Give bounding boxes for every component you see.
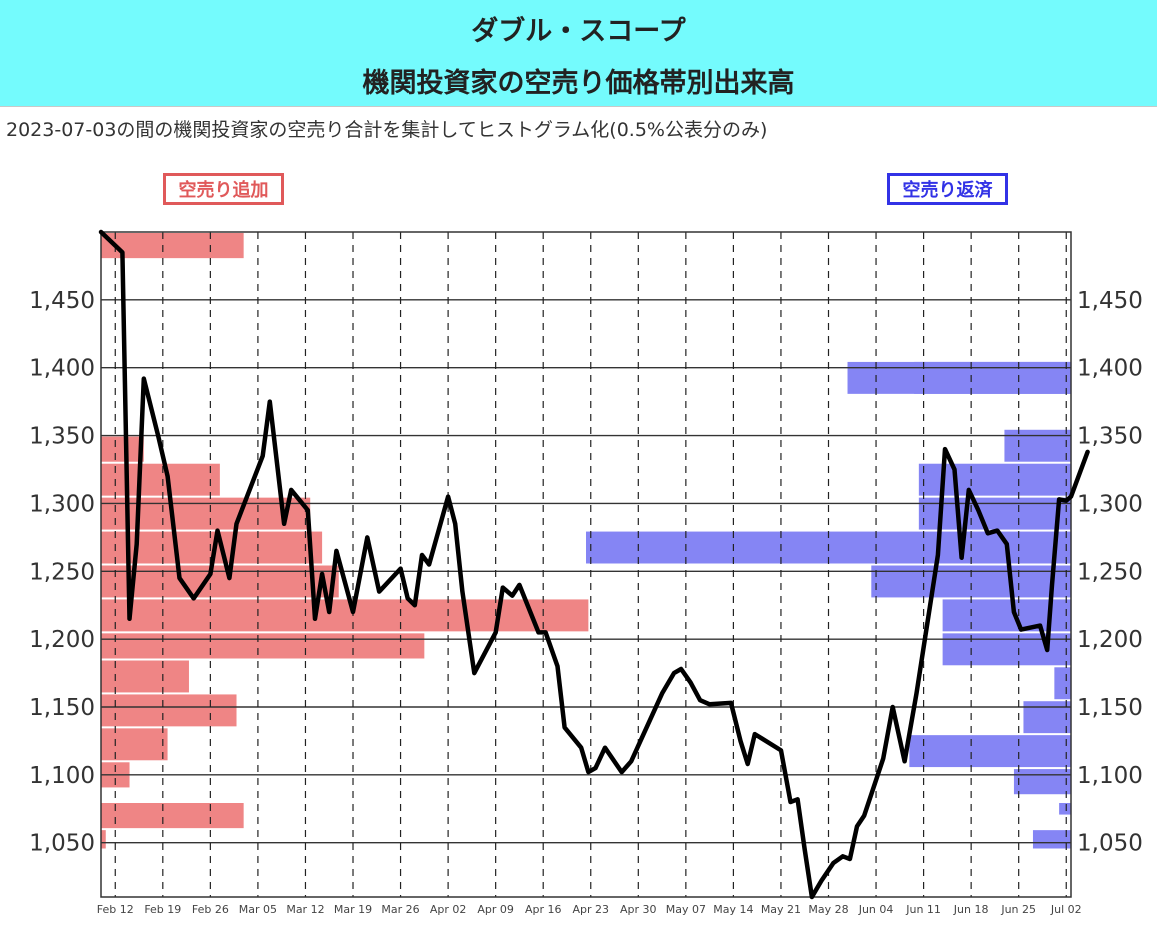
return-bar [1054, 667, 1071, 700]
add-bar [101, 803, 244, 829]
y-tick-label-right: 1,350 [1077, 424, 1143, 450]
horizontal-grid [101, 299, 1071, 844]
x-tick-label: Mar 05 [239, 903, 277, 916]
y-tick-label-left: 1,200 [29, 627, 95, 653]
y-tick-label-right: 1,450 [1077, 288, 1143, 314]
return-bar [1023, 701, 1071, 734]
chart-description: 2023-07-03の間の機関投資家の空売り合計を集計してヒストグラム化(0.5… [6, 119, 768, 141]
y-tick-label-left: 1,350 [29, 424, 95, 450]
y-tick-label-right: 1,150 [1077, 695, 1143, 721]
header-banner: ダブル・スコープ 機関投資家の空売り価格帯別出来高 [0, 0, 1157, 107]
x-tick-label: Apr 30 [620, 903, 657, 916]
add-bar [101, 436, 144, 462]
y-tick-label-right: 1,200 [1077, 627, 1143, 653]
x-tick-label: Jun 11 [905, 903, 941, 916]
legend-add: 空売り追加 [163, 173, 284, 205]
x-tick-label: Feb 26 [192, 903, 229, 916]
return-bar [1013, 769, 1071, 795]
vertical-grid [114, 232, 1067, 897]
y-tick-label-right: 1,100 [1077, 763, 1143, 789]
chart-title: ダブル・スコープ [471, 16, 686, 47]
legend-return: 空売り返済 [887, 173, 1008, 205]
return-bar [1004, 429, 1071, 462]
add-bar [101, 565, 339, 598]
add-bar [101, 660, 189, 693]
add-bar [101, 694, 237, 727]
return-bar [914, 361, 1071, 394]
y-tick-label-right: 1,050 [1077, 831, 1143, 857]
x-tick-label: Apr 09 [477, 903, 514, 916]
x-tick-label: Jun 04 [858, 903, 894, 916]
plot-frame [100, 231, 1072, 898]
add-bar [101, 497, 311, 530]
x-tick-label: Mar 12 [286, 903, 324, 916]
y-tick-label-right: 1,250 [1077, 559, 1143, 585]
x-tick-label: Apr 02 [430, 903, 467, 916]
y-tick-label-left: 1,100 [29, 763, 95, 789]
add-bar [101, 728, 168, 761]
y-tick-label-left: 1,450 [29, 288, 95, 314]
y-tick-label-left: 1,050 [29, 831, 95, 857]
x-tick-label: Feb 19 [144, 903, 181, 916]
y-tick-label-left: 1,150 [29, 695, 95, 721]
return-bar [1059, 803, 1071, 815]
x-tick-label: Apr 16 [525, 903, 562, 916]
y-tick-label-left: 1,400 [29, 356, 95, 382]
x-tick-label: Mar 26 [381, 903, 419, 916]
return-bar [1032, 830, 1071, 849]
add-bar [101, 633, 425, 659]
x-tick-label: Apr 23 [572, 903, 609, 916]
add-bar [101, 599, 589, 632]
return-bar [909, 735, 1071, 768]
add-bar [101, 830, 106, 849]
x-ticks: Feb 12 Feb 19 Feb 26 Mar 05 Mar 12 Mar 19 Mar … [97, 903, 1082, 916]
x-tick-label: Jul 02 [1050, 903, 1082, 916]
return-bar [942, 633, 1071, 666]
y-ticks-left: 1,050 1,100 1,150 1,200 1,250 1,300 1,350 1,400… [29, 288, 95, 857]
x-tick-label: May 14 [713, 903, 753, 916]
x-tick-label: May 28 [808, 903, 848, 916]
price-line [98, 229, 1090, 900]
y-tick-label-right: 1,300 [1077, 491, 1143, 517]
add-bar [101, 463, 220, 496]
x-tick-label: May 07 [666, 903, 706, 916]
x-tick-label: Jun 25 [1000, 903, 1036, 916]
x-tick-label: Feb 12 [97, 903, 134, 916]
y-tick-label-left: 1,300 [29, 491, 95, 517]
y-tick-label-left: 1,250 [29, 559, 95, 585]
x-tick-label: Mar 19 [334, 903, 372, 916]
x-tick-label: Jun 18 [953, 903, 989, 916]
add-bar [101, 233, 244, 259]
y-ticks-right: 1,050 1,100 1,150 1,200 1,250 1,300 1,350 1,400… [1077, 288, 1143, 857]
y-tick-label-right: 1,400 [1077, 356, 1143, 382]
chart-subtitle: 機関投資家の空売り価格帯別出来高 [362, 68, 795, 99]
x-tick-label: May 21 [761, 903, 801, 916]
